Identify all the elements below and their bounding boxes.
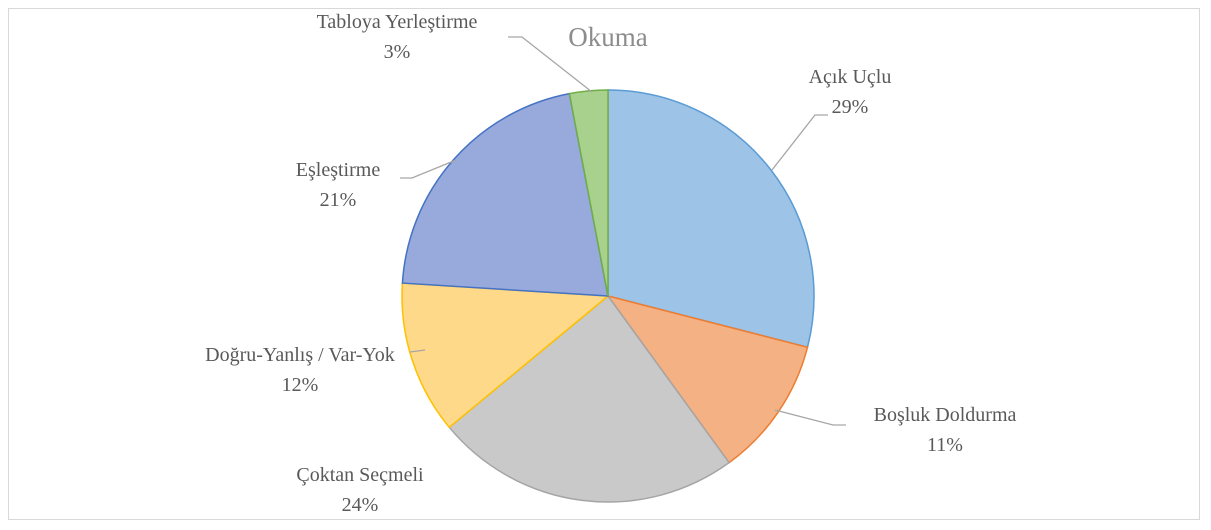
chart-title: Okuma: [568, 22, 648, 52]
data-label: Eşleştirme 21%: [238, 155, 438, 215]
pie-slice: [401, 92, 609, 297]
pie-slice: [448, 294, 731, 503]
value-label: 29%: [831, 96, 869, 118]
leader-line: [771, 114, 828, 171]
leader-line: [400, 159, 457, 179]
chart-frame: [8, 8, 1200, 520]
category-label: Tabloya Yerleştirme: [316, 11, 478, 33]
data-label: Tabloya Yerleştirme 3%: [267, 7, 527, 67]
value-label: 3%: [383, 41, 411, 63]
data-label: Doğru-Yanlış / Var-Yok 12%: [180, 340, 420, 400]
leader-line: [508, 36, 593, 93]
value-label: 24%: [341, 494, 379, 516]
category-label: Açık Uçlu: [808, 66, 892, 88]
data-label: Boşluk Doldurma 11%: [835, 400, 1055, 460]
category-label: Çoktan Seçmeli: [296, 464, 424, 486]
value-label: 21%: [319, 189, 357, 211]
leader-line: [774, 409, 846, 426]
category-label: Doğru-Yanlış / Var-Yok: [205, 344, 395, 366]
leader-line: [409, 349, 426, 353]
data-label: Çoktan Seçmeli 24%: [250, 460, 470, 520]
pie-slice: [568, 89, 609, 297]
data-label: Açık Uçlu 29%: [750, 62, 950, 122]
pie-slice: [401, 282, 610, 429]
category-label: Boşluk Doldurma: [873, 404, 1017, 426]
category-label: Eşleştirme: [295, 159, 381, 181]
value-label: 12%: [281, 374, 319, 396]
value-label: 11%: [927, 434, 963, 456]
pie-slice: [606, 294, 809, 464]
pie-slice: [607, 89, 815, 349]
